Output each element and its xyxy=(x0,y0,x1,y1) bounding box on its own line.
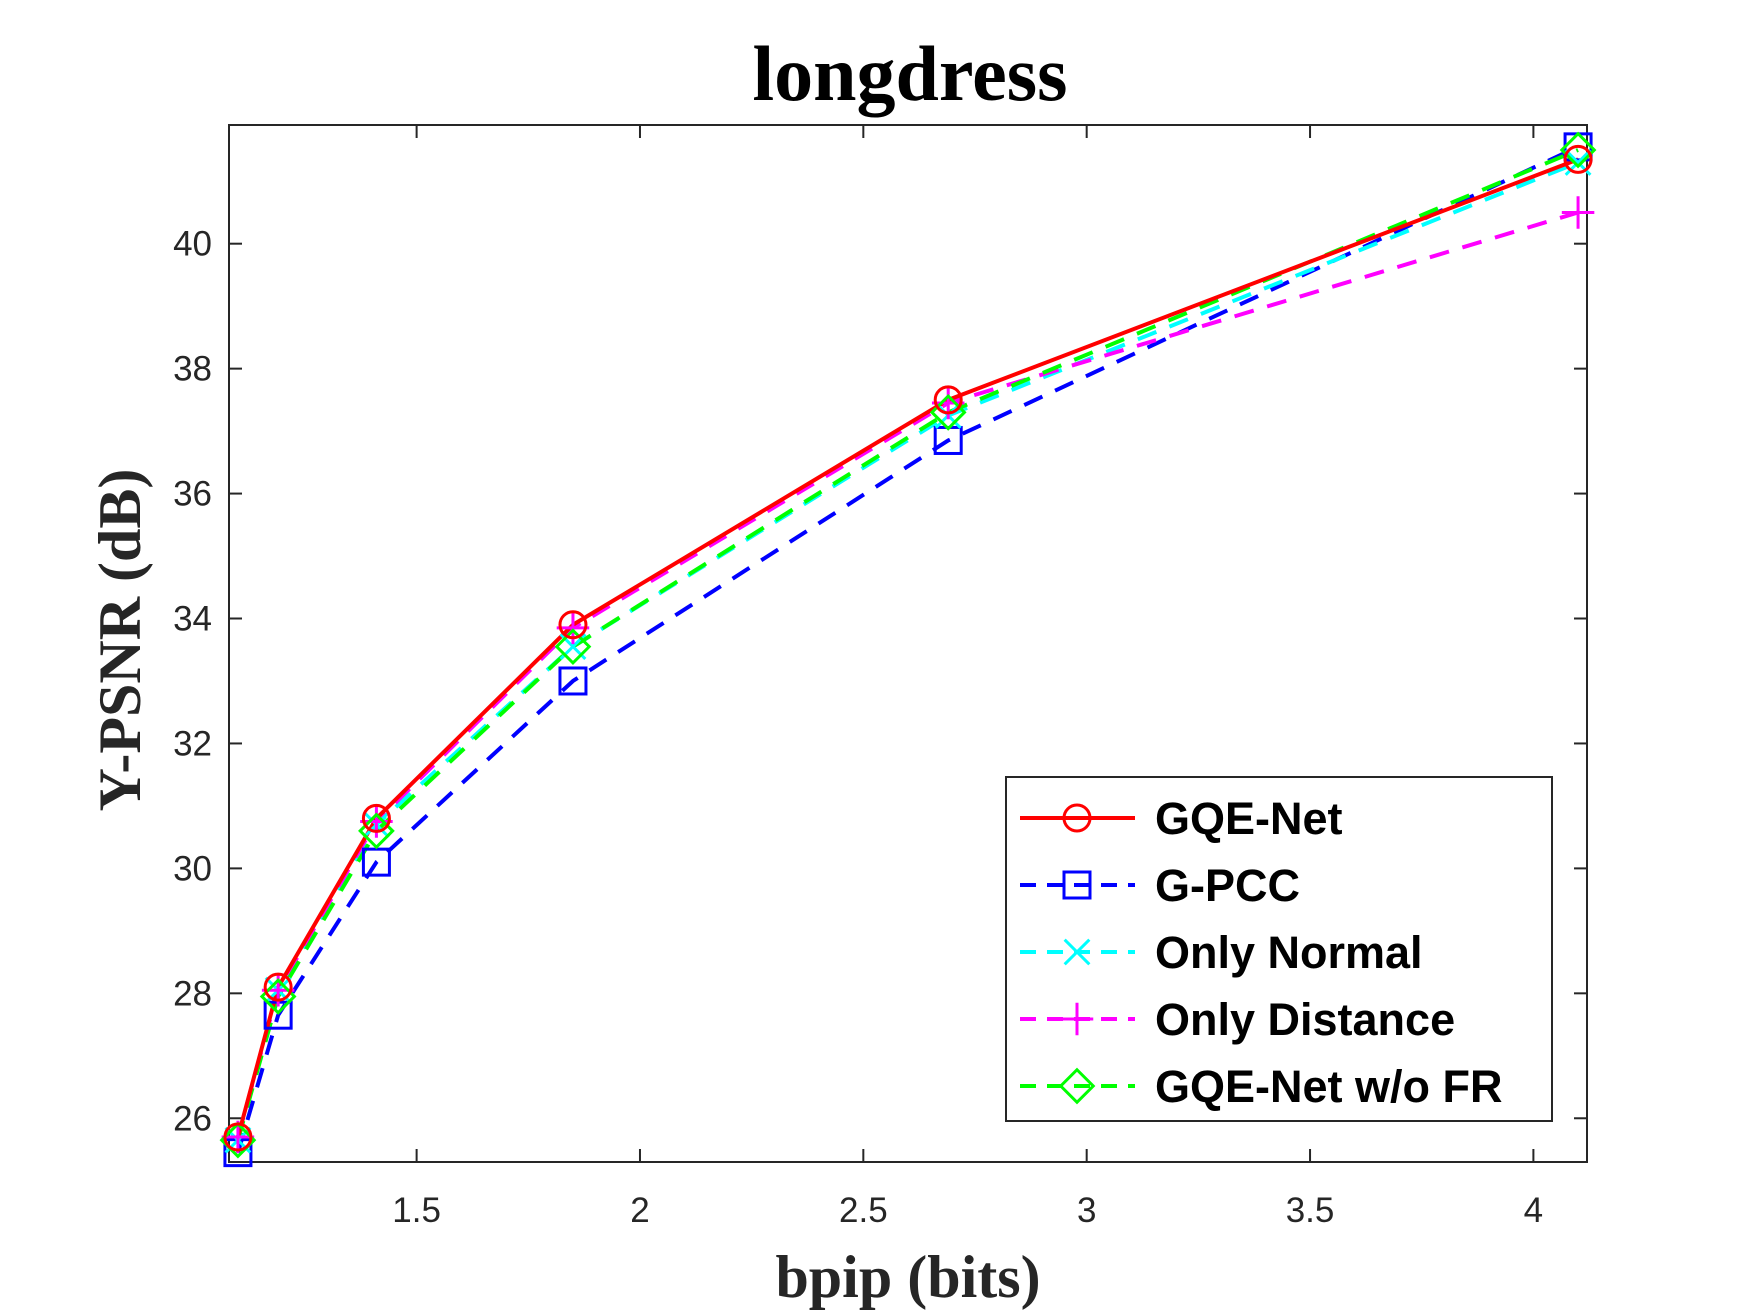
data-point-marker xyxy=(554,628,592,665)
legend-label: GQE-Net xyxy=(1155,793,1343,844)
data-point-marker xyxy=(259,978,297,1015)
legend-box xyxy=(1005,776,1553,1122)
y-axis-label: Y-PSNR (dB) xyxy=(87,469,153,812)
data-point-marker xyxy=(221,1120,255,1154)
legend-marker xyxy=(1062,870,1092,900)
series-lines xyxy=(236,145,1579,1154)
data-point-marker xyxy=(219,1121,257,1159)
y-tick-label: 40 xyxy=(173,225,212,264)
legend: GQE-Net G-PCC Only Normal Only Distance GQE-… xyxy=(1005,776,1553,1122)
y-tick-label: 30 xyxy=(173,849,212,888)
series-line-gqe-net xyxy=(236,157,1579,1138)
x-tick-label: 3 xyxy=(1077,1191,1096,1230)
data-point-marker xyxy=(933,385,963,415)
legend-item: Only Normal xyxy=(1020,927,1423,978)
series-line-g-pcc xyxy=(236,145,1579,1154)
legend-label: GQE-Net w/o FR xyxy=(1155,1061,1503,1112)
legend-label: Only Distance xyxy=(1155,994,1455,1045)
legend-marker xyxy=(1062,803,1092,833)
data-point-marker xyxy=(1559,131,1597,169)
legend-marker xyxy=(1058,1067,1096,1105)
y-tick-labels: 26 28 30 32 34 36 38 40 xyxy=(173,225,212,1139)
legend-marker xyxy=(1063,938,1091,966)
data-point-marker xyxy=(223,1122,253,1152)
legend-item: GQE-Net w/o FR xyxy=(1020,1061,1503,1112)
data-point-marker xyxy=(558,666,588,696)
chart-title: longdress xyxy=(753,30,1068,117)
x-tick-label: 1.5 xyxy=(392,1191,441,1230)
y-tick-label: 28 xyxy=(173,974,212,1013)
data-point-marker xyxy=(361,803,391,833)
x-tick-label: 2 xyxy=(630,1191,649,1230)
x-axis-label: bpip (bits) xyxy=(775,1244,1040,1310)
y-tick-label: 32 xyxy=(173,724,212,763)
y-tick-label: 34 xyxy=(173,600,212,639)
series-line-only-distance xyxy=(236,210,1579,1138)
x-tick-label: 2.5 xyxy=(839,1191,888,1230)
legend-label: Only Normal xyxy=(1155,927,1423,978)
legend-item: G-PCC xyxy=(1020,860,1300,911)
y-tick-label: 26 xyxy=(173,1099,212,1138)
x-tick-label: 4 xyxy=(1524,1191,1543,1230)
legend-label: G-PCC xyxy=(1155,860,1300,911)
legend-item: Only Distance xyxy=(1020,994,1455,1045)
legend-item: GQE-Net xyxy=(1020,793,1343,844)
data-point-marker xyxy=(558,610,588,640)
x-tick-label: 3.5 xyxy=(1286,1191,1335,1230)
series-line-gqe-net-w-o-fr xyxy=(236,148,1579,1141)
series-markers-gqe-net xyxy=(223,144,1593,1152)
y-tick-label: 38 xyxy=(173,350,212,389)
data-point-marker xyxy=(263,972,293,1002)
data-point-marker xyxy=(1561,196,1595,229)
axis-ticks xyxy=(229,125,1587,1162)
data-point-marker xyxy=(1563,144,1593,174)
series-markers xyxy=(219,131,1597,1168)
legend-marker xyxy=(1060,1002,1094,1036)
y-tick-label: 36 xyxy=(173,475,212,514)
x-tick-labels: 1.5 2 2.5 3 3.5 4 xyxy=(392,1191,1543,1230)
